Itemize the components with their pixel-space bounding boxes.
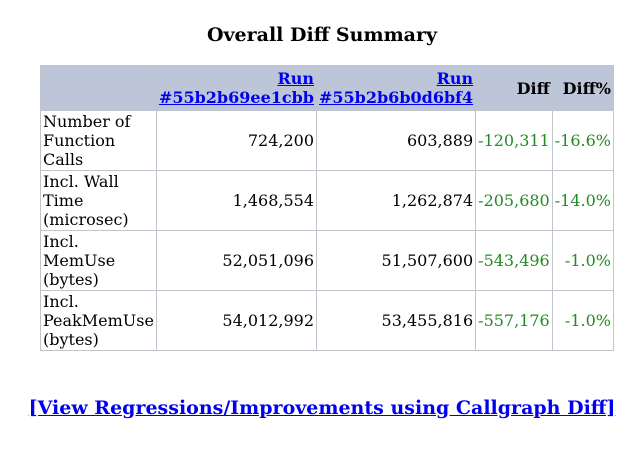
diff-value: -205,680 — [475, 170, 553, 231]
table-row: Incl. Wall Time (microsec) 1,468,554 1,262… — [40, 170, 614, 231]
run1-link-line2: #55b2b69ee1cbb — [158, 88, 314, 107]
row-label: Incl. Wall Time (microsec) — [40, 170, 157, 231]
table-row: Incl. MemUse (bytes) 52,051,096 51,507,600… — [40, 230, 614, 291]
row-label-line: Incl. — [43, 232, 79, 251]
diff-percent-value: -16.6% — [551, 110, 614, 171]
run1-link[interactable]: Run #55b2b69ee1cbb — [159, 69, 314, 107]
diff-percent-value: -1.0% — [551, 230, 614, 291]
callgraph-diff-link[interactable]: [View Regressions/Improvements using Cal… — [28, 397, 616, 419]
run2-link-line2: #55b2b6b0d6bf4 — [319, 88, 474, 107]
callgraph-diff-link-container: [View Regressions/Improvements using Cal… — [0, 397, 626, 419]
diff-percent-value: -1.0% — [551, 290, 614, 351]
header-diff: Diff — [475, 65, 553, 111]
row-label-line: PeakMemUse — [43, 311, 154, 330]
table-row: Number of Function Calls 724,200 603,889 -… — [40, 110, 614, 171]
diff-value: -557,176 — [475, 290, 553, 351]
run2-value: 53,455,816 — [315, 290, 477, 351]
diff-percent-value: -14.0% — [551, 170, 614, 231]
row-label-line: Calls — [43, 150, 84, 169]
run1-value: 54,012,992 — [155, 290, 318, 351]
row-label-line: Incl. — [43, 292, 79, 311]
run1-value: 52,051,096 — [155, 230, 318, 291]
table-header-row: Run #55b2b69ee1cbb Run #55b2b6b0d6bf4 Diff… — [40, 65, 614, 111]
row-label: Incl. MemUse (bytes) — [40, 230, 157, 291]
diff-summary-table: Run #55b2b69ee1cbb Run #55b2b6b0d6bf4 Diff… — [40, 65, 614, 351]
run1-value: 1,468,554 — [155, 170, 318, 231]
diff-value: -543,496 — [475, 230, 553, 291]
run1-link-line1: Run — [277, 69, 314, 88]
row-label-line: MemUse — [43, 251, 116, 270]
row-label-line: Function — [43, 131, 116, 150]
row-label-line: Number of — [43, 112, 131, 131]
run1-value: 724,200 — [155, 110, 318, 171]
header-run2: Run #55b2b6b0d6bf4 — [315, 65, 477, 111]
row-label-line: (microsec) — [43, 210, 129, 229]
row-label: Incl. PeakMemUse (bytes) — [40, 290, 157, 351]
table-row: Incl. PeakMemUse (bytes) 54,012,992 53,455… — [40, 290, 614, 351]
run2-link[interactable]: Run #55b2b6b0d6bf4 — [319, 69, 473, 107]
row-label-line: (bytes) — [43, 270, 99, 289]
row-label-line: Incl. Wall — [43, 172, 119, 191]
run2-value: 51,507,600 — [315, 230, 477, 291]
header-diff-percent: Diff% — [551, 65, 614, 111]
row-label-line: (bytes) — [43, 330, 99, 349]
header-blank-cell — [40, 65, 157, 111]
run2-link-line1: Run — [436, 69, 474, 88]
diff-value: -120,311 — [475, 110, 553, 171]
header-run1: Run #55b2b69ee1cbb — [155, 65, 318, 111]
page-title: Overall Diff Summary — [206, 24, 438, 46]
run2-value: 603,889 — [315, 110, 477, 171]
row-label-line: Time — [43, 191, 84, 210]
row-label: Number of Function Calls — [40, 110, 157, 171]
run2-value: 1,262,874 — [315, 170, 477, 231]
